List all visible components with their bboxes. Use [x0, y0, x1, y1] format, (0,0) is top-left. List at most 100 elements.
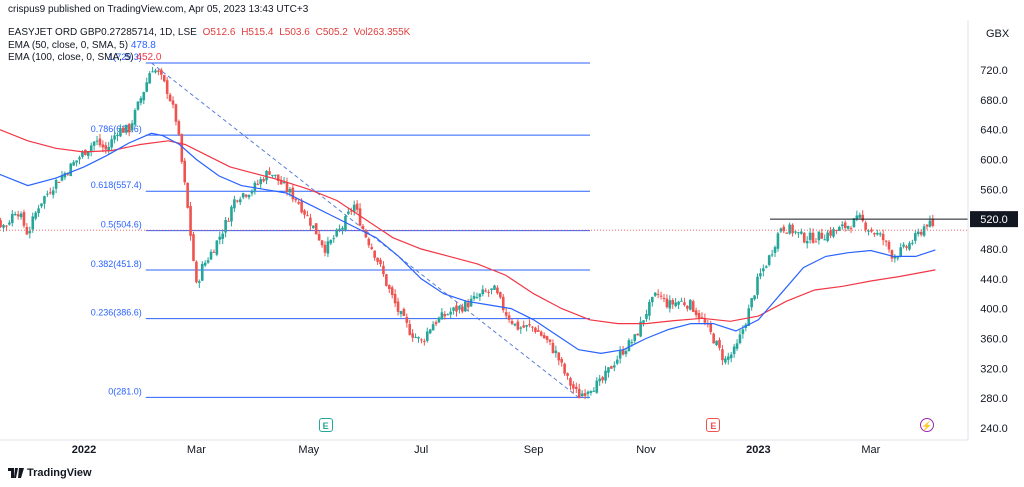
candle-body	[51, 190, 55, 195]
candle-body	[829, 230, 832, 236]
candle-body	[840, 224, 844, 227]
ohlc-close: C505.2	[315, 27, 348, 38]
candle-body	[145, 82, 149, 92]
candle-body	[177, 121, 181, 135]
candle-body	[688, 299, 692, 310]
candle-body	[224, 219, 227, 233]
candle-body	[808, 232, 812, 240]
candle-body	[893, 256, 897, 259]
symbol-legend[interactable]: EASYJET ORD GBP0.27285714, 1D, LSE O512.…	[8, 27, 410, 38]
candle-body	[551, 342, 555, 354]
candle-body	[28, 231, 32, 234]
candle-body	[455, 305, 458, 312]
candle-body	[174, 104, 178, 122]
symbol-name: EASYJET ORD GBP0.27285714, 1D, LSE	[8, 27, 197, 38]
candle-body	[820, 232, 824, 239]
candle-body	[57, 182, 61, 184]
candle-body	[811, 232, 815, 243]
candle-body	[522, 325, 526, 328]
candle-body	[902, 244, 905, 247]
ema100-legend[interactable]: EMA (100, close, 0, SMA, 5) 452.0	[8, 52, 161, 63]
earnings-event-icon[interactable]: E	[706, 418, 721, 432]
candle-body	[905, 246, 908, 248]
candle-body	[142, 91, 146, 101]
candle-body	[709, 323, 713, 332]
candle-body	[390, 287, 394, 296]
ema50-legend[interactable]: EMA (50, close, 0, SMA, 5) 478.8	[8, 40, 156, 51]
candle-body	[75, 160, 78, 163]
candle-body	[718, 340, 721, 348]
candle-body	[627, 340, 631, 352]
candle-body	[127, 124, 131, 133]
candle-body	[729, 354, 733, 359]
candle-body	[510, 320, 514, 324]
candle-body	[8, 222, 11, 225]
x-tick-label: Nov	[636, 444, 656, 456]
candle-body	[89, 145, 93, 152]
fib-level-label: 0.5(504.6)	[101, 220, 142, 230]
candle-body	[630, 342, 634, 344]
candle-body	[361, 225, 365, 229]
candle-body	[735, 343, 739, 349]
candle-body	[124, 124, 128, 133]
candle-body	[577, 388, 581, 399]
candle-body	[908, 243, 911, 250]
candle-body	[791, 224, 794, 234]
candle-body	[276, 174, 280, 181]
candle-body	[101, 144, 105, 148]
split-event-icon[interactable]: ⚡	[920, 418, 934, 432]
candle-body	[931, 219, 935, 226]
candle-body	[925, 224, 929, 227]
candle-body	[16, 214, 20, 217]
tradingview-logo[interactable]: TradingView	[8, 467, 92, 479]
candle-body	[832, 229, 835, 237]
ohlc-open: O512.6	[202, 27, 236, 38]
candle-body	[399, 311, 403, 315]
candle-body	[241, 193, 245, 198]
candle-body	[668, 300, 672, 309]
candle-body	[554, 350, 558, 354]
ema-lines	[0, 129, 936, 355]
candle-body	[200, 263, 204, 281]
candle-body	[683, 302, 686, 306]
y-tick-label: 640.0	[980, 125, 1008, 137]
fib-level-label: 0.786(632.6)	[91, 124, 142, 134]
candle-body	[116, 134, 119, 137]
candle-body	[423, 340, 426, 342]
candle-body	[595, 380, 599, 393]
candle-body	[446, 314, 450, 316]
candle-body	[835, 230, 838, 232]
candle-body	[294, 198, 298, 201]
candle-body	[31, 216, 35, 230]
candle-body	[209, 251, 213, 260]
candle-body	[437, 317, 441, 323]
candle-body	[253, 182, 257, 191]
candle-body	[715, 340, 718, 346]
candle-body	[367, 238, 371, 246]
candle-body	[648, 301, 651, 316]
candle-body	[338, 228, 341, 231]
candle-body	[665, 298, 669, 308]
candle-body	[285, 182, 289, 193]
candle-body	[726, 356, 730, 360]
candle-body	[54, 179, 58, 189]
ohlc-low: L503.6	[279, 27, 310, 38]
candle-body	[867, 230, 870, 232]
candle-body	[434, 322, 438, 325]
candle-body	[259, 179, 262, 185]
candle-body	[519, 327, 523, 329]
candle-body	[244, 194, 248, 197]
candle-body	[157, 70, 160, 72]
candle-body	[405, 316, 409, 323]
candle-body	[659, 295, 663, 297]
x-tick-label: Jul	[414, 444, 428, 456]
candle-body	[98, 138, 102, 146]
candle-body	[753, 295, 756, 300]
earnings-event-icon[interactable]: E	[318, 418, 333, 432]
candle-body	[572, 384, 575, 389]
candle-body	[66, 173, 70, 175]
candle-body	[542, 335, 546, 339]
candle-body	[472, 295, 476, 299]
x-tick-label: Mar	[861, 444, 880, 456]
